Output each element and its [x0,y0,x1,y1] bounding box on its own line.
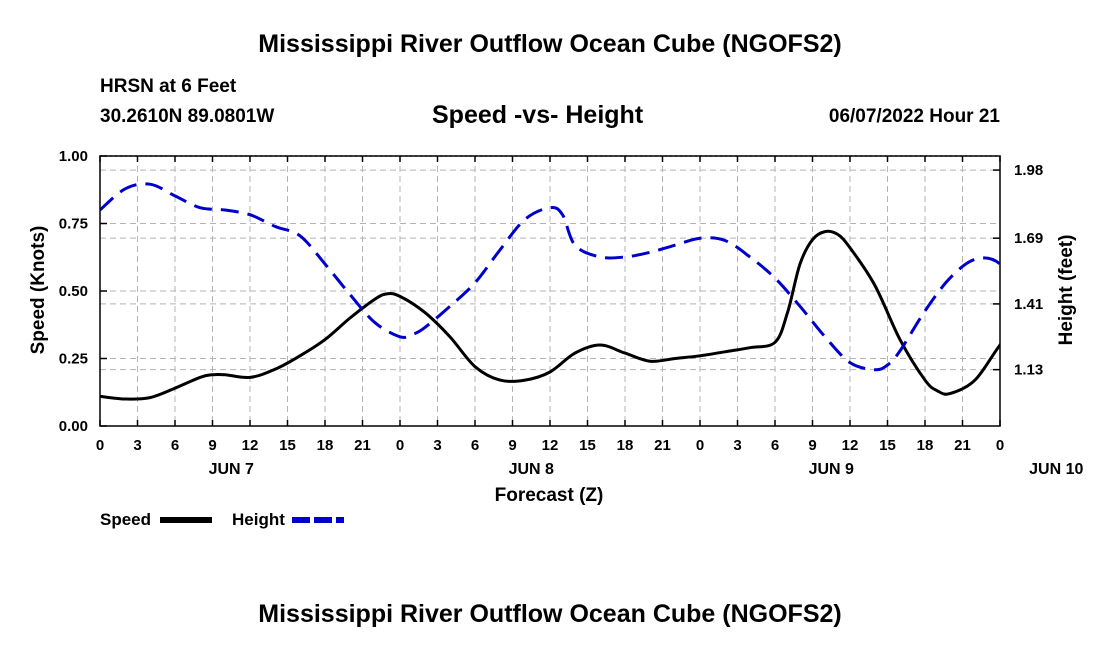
x-tick-label: 18 [917,437,934,454]
x-tick-label: 3 [733,437,741,454]
x-tick-label: 18 [617,437,634,454]
x-tick-label: 9 [508,437,516,454]
y-tick-label-right: 1.69 [1014,230,1043,247]
x-tick-label: 6 [171,437,179,454]
x-tick-label: 21 [954,437,971,454]
y-tick-label-right: 1.13 [1014,362,1043,379]
chart-title: Mississippi River Outflow Ocean Cube (NG… [258,30,842,58]
day-label: JUN 10 [1029,461,1083,478]
x-tick-label: 3 [433,437,441,454]
x-tick-label: 6 [471,437,479,454]
x-tick-label: 21 [654,437,671,454]
legend: Speed Height [100,510,344,529]
y-tick-label: 0.50 [59,283,88,300]
y-tick-label: 0.00 [59,418,88,435]
x-tick-label: 9 [208,437,216,454]
y-tick-label: 0.25 [59,351,88,368]
station-label: HRSN at 6 Feet [100,76,237,97]
x-tick-label: 21 [354,437,371,454]
series-line-height [100,182,1000,372]
x-tick-label: 12 [242,437,259,454]
x-tick-label: 15 [879,437,896,454]
y-tick-label: 1.00 [59,148,88,165]
x-tick-label: 0 [696,437,704,454]
grid [100,155,1000,426]
x-tick-label: 3 [133,437,141,454]
series-line-speed [100,229,1000,401]
y-tick-label-right: 1.41 [1014,296,1043,313]
x-tick-label: 0 [96,437,104,454]
legend-label-height: Height [232,510,285,529]
y-axis-label-left: Speed (Knots) [28,226,49,355]
x-tick-label: 15 [279,437,296,454]
series-group [100,182,1000,401]
x-tick-label: 12 [542,437,559,454]
day-label: JUN 9 [809,461,854,478]
x-tick-label: 15 [579,437,596,454]
footer-title: Mississippi River Outflow Ocean Cube (NG… [258,600,842,628]
x-tick-label: 6 [771,437,779,454]
y-tick-label-right: 1.98 [1014,162,1043,179]
x-axis-label: Forecast (Z) [495,485,604,506]
axes: 0 3 6 9 12 15 18 21 0 3 6 9 12 15 18 21 0 3 6 9 12 15 18 21 0 JUN… [59,148,1084,478]
x-tick-label: 0 [396,437,404,454]
datetime-label: 06/07/2022 Hour 21 [828,106,1000,127]
y-axis-label-right: Height (feet) [1056,235,1077,346]
legend-label-speed: Speed [100,510,151,529]
chart-subtitle: Speed -vs- Height [432,101,644,129]
x-tick-label: 9 [808,437,816,454]
day-label: JUN 8 [509,461,554,478]
day-label: JUN 7 [209,461,254,478]
coordinates-label: 30.2610N 89.0801W [100,106,275,127]
x-tick-label: 0 [996,437,1004,454]
x-tick-label: 18 [317,437,334,454]
y-tick-label: 0.75 [59,216,88,233]
x-tick-label: 12 [842,437,859,454]
